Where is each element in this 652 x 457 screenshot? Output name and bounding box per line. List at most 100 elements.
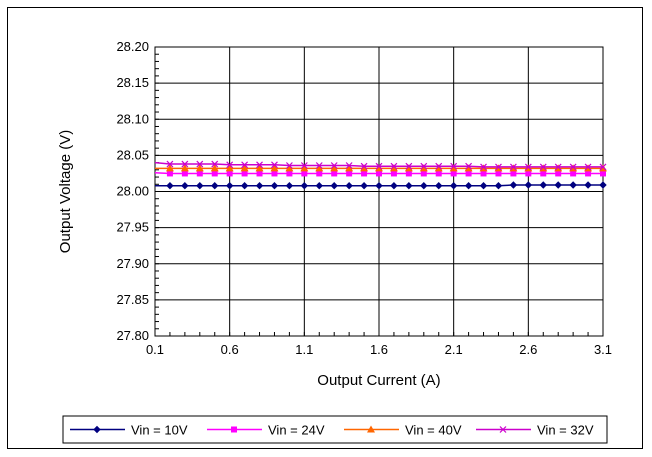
data-point — [419, 164, 428, 172]
data-point — [434, 164, 443, 172]
data-point — [465, 162, 473, 170]
data-point — [225, 182, 234, 190]
data-point — [435, 162, 443, 170]
data-point — [300, 164, 309, 172]
data-point — [211, 160, 219, 168]
data-point — [554, 181, 562, 189]
series-0 — [155, 181, 607, 190]
data-point — [405, 182, 413, 190]
data-point — [555, 170, 562, 177]
data-point — [240, 164, 249, 172]
y-tick-label: 27.85 — [116, 292, 149, 307]
data-point — [510, 170, 517, 177]
legend-label: Vin = 10V — [131, 423, 188, 438]
data-point — [569, 181, 577, 189]
legend-label: Vin = 32V — [537, 423, 594, 438]
y-tick-label: 27.95 — [116, 220, 149, 235]
y-tick-label: 28.05 — [116, 147, 149, 162]
data-point — [271, 161, 278, 169]
data-point — [181, 182, 189, 190]
data-point — [331, 170, 338, 177]
data-point — [300, 162, 308, 169]
data-point — [524, 181, 533, 189]
data-point — [195, 164, 204, 172]
x-axis-title: Output Current (A) — [317, 372, 440, 389]
x-tick-label: 1.1 — [295, 342, 313, 357]
data-point — [300, 182, 309, 190]
data-point — [389, 164, 398, 172]
data-point — [540, 170, 547, 177]
legend: Vin = 10V Vin = 24V Vin = 40V Vin = 32V — [62, 415, 608, 444]
data-point — [211, 182, 219, 190]
data-point — [465, 170, 472, 177]
data-point — [271, 170, 278, 177]
data-point — [345, 164, 354, 172]
data-point — [345, 162, 353, 169]
data-point — [241, 170, 248, 177]
legend-label: Vin = 40V — [405, 423, 462, 438]
y-tick-label: 27.90 — [116, 256, 149, 271]
data-point — [166, 160, 174, 168]
data-point — [240, 182, 249, 190]
x-axis-ticks: 0.1 0.6 1.1 1.6 2.1 2.6 3.1 — [146, 342, 612, 357]
data-point — [584, 181, 592, 189]
data-point — [196, 170, 203, 177]
data-point — [255, 164, 264, 172]
data-point — [256, 161, 263, 169]
data-point — [390, 182, 398, 190]
y-tick-label: 28.00 — [116, 184, 149, 199]
data-point — [420, 182, 428, 190]
data-point — [509, 181, 518, 189]
data-point — [524, 163, 532, 171]
data-point — [315, 182, 323, 190]
data-point — [600, 170, 606, 177]
data-point — [375, 162, 383, 170]
series-3 — [154, 160, 607, 171]
series-1 — [154, 170, 606, 177]
data-point — [241, 161, 249, 169]
data-point — [390, 170, 397, 177]
legend-entry: Vin = 40V — [344, 423, 462, 438]
data-point — [285, 164, 294, 172]
data-point — [449, 164, 458, 172]
data-point — [585, 170, 592, 177]
data-point — [315, 162, 323, 169]
legend-marker — [231, 426, 237, 433]
data-point — [480, 170, 487, 177]
data-point — [525, 170, 532, 177]
data-point — [180, 164, 189, 172]
legend-marker — [93, 425, 101, 434]
data-point — [166, 182, 174, 190]
legend-marker — [367, 425, 375, 433]
data-point — [599, 181, 607, 189]
data-point — [405, 162, 413, 170]
data-point — [509, 163, 517, 171]
data-point — [569, 163, 577, 171]
data-point — [270, 182, 279, 190]
data-point — [375, 164, 383, 172]
legend-entry: Vin = 10V — [70, 423, 188, 438]
data-point — [225, 164, 234, 172]
data-point — [316, 170, 323, 177]
y-axis-title: Output Voltage (V) — [57, 130, 74, 253]
data-point — [315, 164, 324, 172]
x-tick-label: 2.1 — [445, 342, 463, 357]
grid — [154, 46, 604, 337]
data-point — [210, 164, 219, 172]
data-point — [495, 170, 502, 177]
x-tick-label: 1.6 — [370, 342, 388, 357]
data-point — [256, 170, 263, 177]
data-point — [449, 182, 458, 190]
y-tick-label: 28.20 — [116, 39, 149, 54]
data-point — [226, 161, 234, 169]
data-point — [450, 170, 457, 177]
legend-entry: Vin = 32V — [476, 423, 594, 438]
y-tick-label: 27.80 — [116, 328, 149, 343]
data-point — [330, 182, 338, 190]
data-point — [181, 160, 189, 168]
data-point — [166, 170, 173, 177]
data-point — [480, 163, 487, 171]
data-point — [211, 170, 218, 177]
x-tick-label: 2.6 — [519, 342, 537, 357]
